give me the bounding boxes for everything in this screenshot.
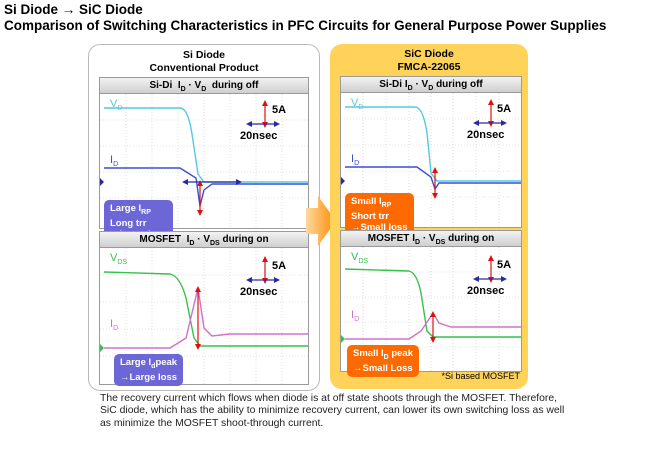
caption-text: The recovery current which flows when di… (100, 393, 565, 429)
sic-scope-off-plot: VD ID 5A 20nsec Small IRP Short trr →Sma… (341, 93, 521, 236)
sic-scope-on-plot: VDS ID 5A 20nsec Small ID peak →Small Lo… (341, 247, 521, 377)
sic-off-id-label: ID (351, 153, 360, 168)
title-line-1: Si Diode → SiC Diode (4, 2, 143, 17)
si-scope-on-header: MOSFET ID · VDS during on (100, 232, 308, 248)
si-on-callout: Large Idpeak →Large loss (114, 354, 184, 386)
si-off-id-label: ID (110, 154, 119, 169)
si-off-vd-label: VD (110, 98, 123, 113)
si-off-time-label: 20nsec (240, 130, 278, 142)
si-on-amp-label: 5A (272, 260, 287, 272)
sic-off-vd-label: VD (351, 97, 364, 112)
si-on-time-label: 20nsec (240, 286, 278, 298)
sic-off-vd-trace (345, 106, 521, 182)
si-scope-off-header: Si-Di ID · VD during off (100, 78, 308, 94)
si-diode-title: Si Diode Conventional Product (89, 49, 319, 75)
sic-off-callout: Small IRP Short trr →Small loss (345, 193, 414, 236)
sic-on-vds-label: VDS (351, 251, 369, 266)
si-off-amp-label: 5A (272, 104, 287, 116)
sic-diode-panel: SiC Diode FMCA-22065 Si-Di ID · VD durin… (330, 44, 528, 389)
sic-scope-on: MOSFET ID · VDS during on (340, 230, 522, 377)
si-scope-off: Si-Di ID · VD during off (99, 77, 309, 243)
sic-on-callout: Small ID peak →Small Loss (347, 345, 419, 377)
sic-scope-on-header: MOSFET ID · VDS during on (341, 231, 521, 247)
sic-on-id-label: ID (351, 309, 360, 324)
si-scope-on: MOSFET ID · VDS during on (99, 231, 309, 386)
si-scope-on-plot: VDS ID 5A 20nsec Large Idpeak →Large los… (100, 248, 308, 386)
si-on-vds-trace (103, 271, 308, 347)
si-off-vd-trace (104, 107, 308, 183)
sic-scope-on-svg (341, 247, 521, 371)
sic-diode-title-line2: FMCA-22065 (397, 61, 461, 73)
sic-on-vds-trace (344, 268, 521, 338)
sic-off-time-label: 20nsec (467, 129, 505, 141)
si-scope-off-plot: VD ID 5A 20nsec Large IRP Long trr →Larg… (100, 94, 308, 243)
title-line-2: Comparison of Switching Characteristics … (4, 18, 607, 33)
sic-on-amp-label: 5A (497, 259, 512, 271)
sic-scope-off-header: Si-Di ID · VD during off (341, 77, 521, 93)
sic-scope-off: Si-Di ID · VD during off (340, 76, 522, 236)
transition-arrow-icon (306, 196, 336, 246)
si-scope-on-svg (100, 248, 308, 384)
si-on-id-label: ID (110, 318, 119, 333)
si-scope-off-svg (100, 94, 308, 228)
si-diode-title-line1: Si Diode (182, 49, 225, 61)
si-mosfet-note: *Si based MOSFET (441, 371, 520, 381)
si-diode-panel: Si Diode Conventional Product Si-Di ID ·… (88, 44, 320, 391)
si-diode-title-line2: Conventional Product (149, 62, 259, 74)
sic-off-id-trace (345, 166, 521, 191)
sic-diode-title: SiC Diode FMCA-22065 (330, 48, 528, 74)
si-on-id-trace (104, 287, 308, 349)
sic-off-amp-label: 5A (497, 103, 512, 115)
sic-diode-title-line1: SiC Diode (404, 48, 454, 60)
sic-on-time-label: 20nsec (467, 285, 505, 297)
si-on-vds-label: VDS (110, 252, 128, 267)
